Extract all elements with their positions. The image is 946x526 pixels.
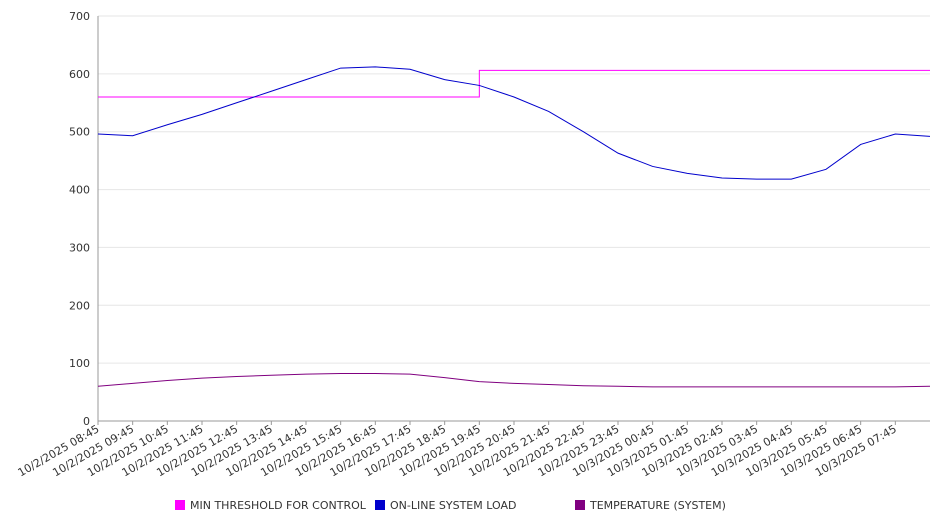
y-tick-label: 700 bbox=[69, 10, 90, 23]
series-line-on-line-system-load bbox=[97, 66, 931, 180]
y-tick-label: 300 bbox=[69, 241, 90, 254]
y-axis-ticks: 0 100 200 300 400 500 600 700 bbox=[69, 10, 90, 428]
y-tick-label: 100 bbox=[69, 357, 90, 370]
series-line-temperature-system bbox=[97, 373, 931, 388]
legend-label-temperature-system: TEMPERATURE (SYSTEM) bbox=[589, 499, 726, 512]
y-tick-label: 200 bbox=[69, 299, 90, 312]
y-tick-label: 0 bbox=[83, 415, 90, 428]
legend: MIN THRESHOLD FOR CONTROL ON-LINE SYSTEM … bbox=[175, 499, 726, 512]
series-line-min-threshold-for-control bbox=[98, 69, 930, 98]
y-tick-label: 600 bbox=[69, 68, 90, 81]
legend-swatch-min-threshold-for-control bbox=[175, 500, 185, 510]
y-tick-label: 400 bbox=[69, 184, 90, 197]
grid bbox=[98, 15, 930, 364]
legend-label-min-threshold-for-control: MIN THRESHOLD FOR CONTROL bbox=[190, 499, 367, 512]
legend-swatch-on-line-system-load bbox=[375, 500, 385, 510]
series-lines bbox=[97, 66, 931, 388]
legend-label-on-line-system-load: ON-LINE SYSTEM LOAD bbox=[390, 499, 516, 512]
legend-swatch-temperature-system bbox=[575, 500, 585, 510]
y-tick-label: 500 bbox=[69, 126, 90, 139]
